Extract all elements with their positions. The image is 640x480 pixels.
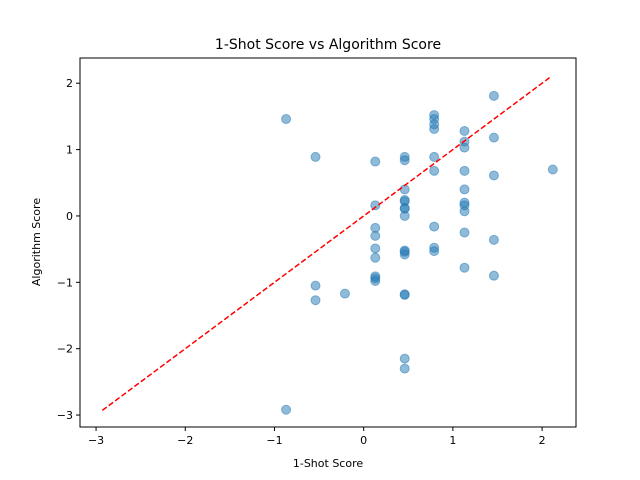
x-tick-label: 1: [449, 434, 456, 447]
y-axis-ticks: −3 −2 −1 0 1 2: [57, 77, 80, 422]
y-axis-label: Algorithm Score: [30, 198, 43, 286]
scatter-point-41: [459, 142, 470, 153]
x-axis-label: 1-Shot Score: [293, 457, 364, 470]
scatter-point-49: [488, 90, 499, 101]
scatter-point-51: [488, 170, 499, 181]
scatter-point-54: [547, 164, 558, 175]
scatter-point-39: [459, 126, 470, 137]
scatter-point-48: [459, 262, 470, 273]
scatter-point-46: [459, 206, 470, 217]
scatter-point-10: [370, 243, 381, 254]
y-tick-label: 1: [66, 144, 73, 157]
y-tick-label: −2: [57, 343, 73, 356]
y-tick-label: 2: [66, 77, 73, 90]
scatter-point-22: [399, 210, 410, 221]
scatter-point-2: [310, 151, 321, 162]
scatter-point-0: [281, 114, 292, 125]
scatter-point-34: [429, 151, 440, 162]
x-tick-label: −2: [177, 434, 193, 447]
scatter-point-7: [370, 200, 381, 211]
axes-frame: [79, 57, 577, 428]
chart-title: 1-Shot Score vs Algorithm Score: [215, 37, 441, 53]
scatter-point-33: [429, 124, 440, 135]
scatter-point-14: [370, 275, 381, 286]
x-tick-label: −1: [266, 434, 282, 447]
y-tick-label: 0: [66, 210, 73, 223]
y-tick-label: −1: [57, 276, 73, 289]
scatter-point-28: [399, 353, 410, 364]
x-tick-label: 0: [360, 434, 367, 447]
scatter-point-11: [370, 252, 381, 263]
scatter-point-52: [488, 234, 499, 245]
x-tick-label: −3: [88, 434, 104, 447]
scatter-point-36: [429, 221, 440, 232]
scatter-point-25: [399, 249, 410, 260]
identity-reference-line: [101, 75, 552, 412]
scatter-point-4: [310, 295, 321, 306]
scatter-point-38: [429, 246, 440, 257]
plot-area: [101, 75, 558, 415]
scatter-point-1: [281, 404, 292, 415]
scatter-point-29: [399, 363, 410, 374]
y-tick-label: −3: [57, 409, 73, 422]
scatter-point-5: [339, 288, 350, 299]
scatter-point-3: [310, 280, 321, 291]
scatter-point-16: [399, 155, 410, 166]
scatter-point-6: [370, 156, 381, 167]
scatter-point-27: [399, 289, 410, 300]
scatter-point-9: [370, 230, 381, 241]
x-tick-label: 2: [539, 434, 546, 447]
scatter-point-50: [488, 132, 499, 143]
x-axis-ticks: −3 −2 −1 0 1 2: [88, 427, 546, 447]
scatter-point-42: [459, 165, 470, 176]
scatter-point-35: [429, 165, 440, 176]
scatter-point-43: [459, 184, 470, 195]
scatter-point-47: [459, 227, 470, 238]
scatter-point-53: [488, 270, 499, 281]
